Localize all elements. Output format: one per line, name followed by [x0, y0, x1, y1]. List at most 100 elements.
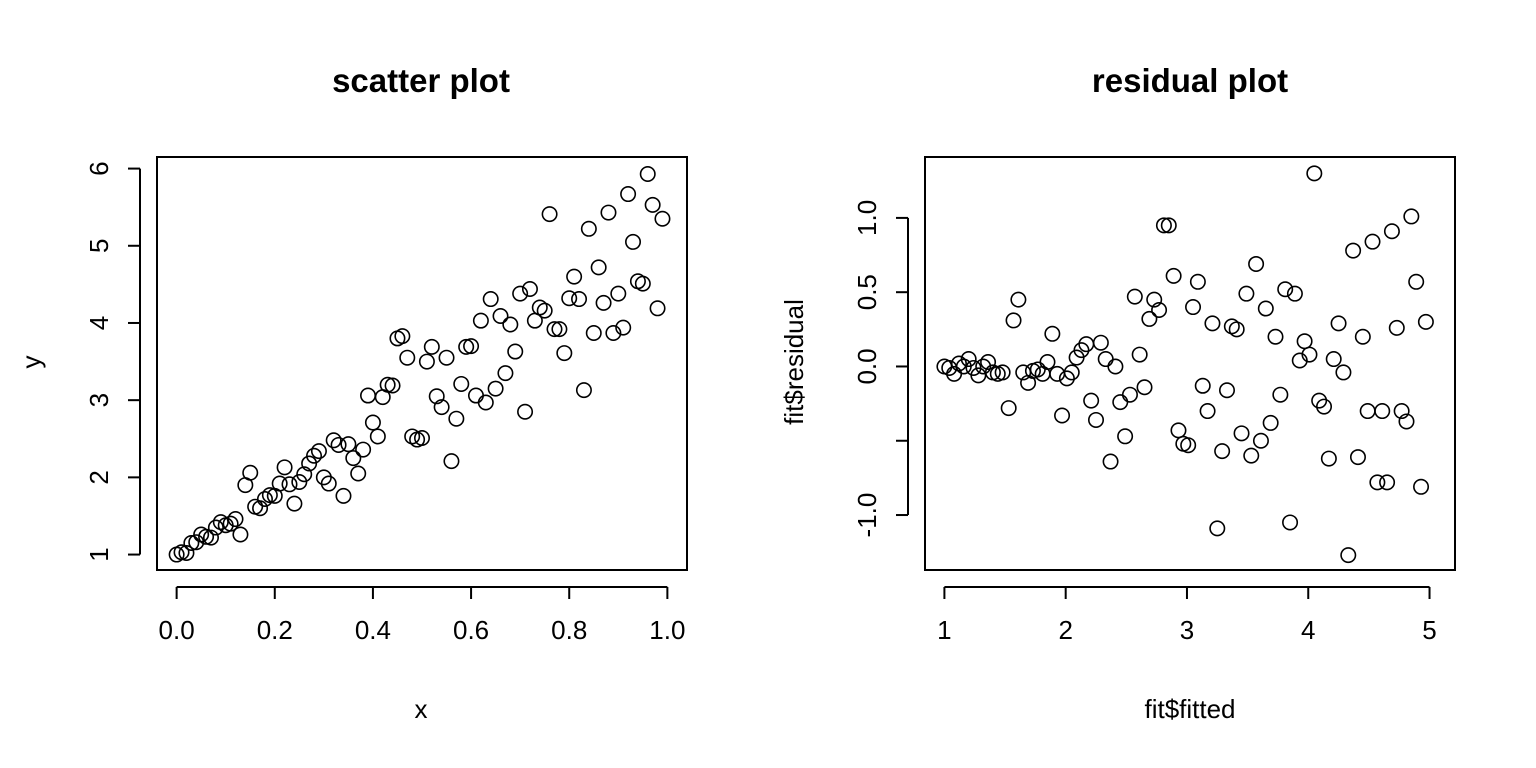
- data-point: [1044, 325, 1061, 342]
- data-point: [1088, 411, 1105, 428]
- data-point: [178, 545, 195, 562]
- y-tick-label: 6: [84, 161, 114, 175]
- data-point: [207, 519, 224, 536]
- x-tick-label: 0.4: [355, 615, 391, 645]
- scatter-plot-panel: scatter plot 0.0 0.2 0.4 0.6 0.8 1.0 1 2 3 4 5 6 x…: [16, 62, 688, 724]
- chart-title: scatter plot: [332, 62, 510, 99]
- data-point: [541, 206, 558, 223]
- data-point: [1408, 273, 1425, 290]
- data-point: [1126, 288, 1143, 305]
- chart-title: residual plot: [1092, 62, 1288, 99]
- data-point: [639, 165, 656, 182]
- y-axis: 1 2 3 4 5 6: [84, 161, 141, 562]
- y-tick-label: 0.5: [852, 274, 882, 310]
- data-point: [281, 476, 298, 493]
- data-point: [458, 338, 475, 355]
- data-point: [433, 399, 450, 416]
- data-point: [428, 388, 445, 405]
- data-point: [595, 294, 612, 311]
- plot-frame: [156, 156, 688, 571]
- data-point: [1189, 273, 1206, 290]
- data-point: [173, 544, 190, 561]
- data-point: [291, 473, 308, 490]
- data-point: [330, 436, 347, 453]
- data-point: [1345, 242, 1362, 259]
- data-point: [301, 455, 318, 472]
- data-point: [1282, 514, 1299, 531]
- data-point: [350, 465, 367, 482]
- data-point: [188, 534, 205, 551]
- data-point: [1141, 310, 1158, 327]
- data-point: [1335, 364, 1352, 381]
- data-point: [355, 441, 372, 458]
- data-point: [360, 387, 377, 404]
- data-point: [1257, 300, 1274, 317]
- data-point: [379, 376, 396, 393]
- data-point: [1058, 370, 1075, 387]
- data-point: [286, 495, 303, 512]
- data-point: [551, 321, 568, 338]
- data-point: [418, 353, 435, 370]
- data-point: [1146, 291, 1163, 308]
- data-point: [512, 285, 529, 302]
- data-point: [384, 377, 401, 394]
- data-point: [1379, 474, 1396, 491]
- y-tick-label: 1: [84, 547, 114, 561]
- data-point: [1320, 450, 1337, 467]
- data-point: [1063, 364, 1080, 381]
- data-point: [600, 204, 617, 221]
- data-point: [1117, 428, 1134, 445]
- data-point: [345, 450, 362, 467]
- x-tick-label: 5: [1422, 615, 1436, 645]
- data-point: [1151, 302, 1168, 319]
- data-point: [1180, 437, 1197, 454]
- data-point: [399, 349, 416, 366]
- data-point: [590, 259, 607, 276]
- x-tick-label: 0.0: [159, 615, 195, 645]
- data-point: [340, 436, 357, 453]
- data-point: [1194, 377, 1211, 394]
- data-point: [1073, 342, 1090, 359]
- y-tick-label: 0.0: [852, 348, 882, 384]
- data-point: [1311, 392, 1328, 409]
- data-point: [502, 316, 519, 333]
- x-tick-label: 4: [1301, 615, 1315, 645]
- data-point: [198, 528, 215, 545]
- data-point: [1121, 386, 1138, 403]
- data-point: [448, 410, 465, 427]
- data-point: [232, 526, 249, 543]
- x-tick-label: 3: [1180, 615, 1194, 645]
- data-point: [1267, 328, 1284, 345]
- data-point: [517, 403, 534, 420]
- data-point: [1325, 351, 1342, 368]
- data-point: [1398, 413, 1415, 430]
- data-point: [1296, 333, 1313, 350]
- data-point: [634, 275, 651, 292]
- x-tick-label: 0.8: [551, 615, 587, 645]
- data-point: [467, 387, 484, 404]
- data-point: [561, 290, 578, 307]
- y-tick-label: 3: [84, 393, 114, 407]
- data-point: [364, 414, 381, 431]
- data-point: [1102, 453, 1119, 470]
- data-point: [1374, 403, 1391, 420]
- data-point: [546, 321, 563, 338]
- data-point: [580, 220, 597, 237]
- data-point: [1286, 285, 1303, 302]
- data-point: [443, 453, 460, 470]
- data-point: [320, 475, 337, 492]
- data-point: [1155, 217, 1172, 234]
- data-point: [310, 443, 327, 460]
- data-point: [1054, 407, 1071, 424]
- data-point: [1413, 478, 1430, 495]
- y-axis-label: fit$residual: [779, 299, 809, 425]
- data-point: [1228, 321, 1245, 338]
- data-point: [1393, 403, 1410, 420]
- data-point: [487, 380, 504, 397]
- data-point: [1238, 285, 1255, 302]
- data-point: [1005, 312, 1022, 329]
- data-point: [1340, 547, 1357, 564]
- data-point: [1112, 394, 1129, 411]
- y-tick-label: -1.0: [852, 493, 882, 538]
- data-point: [1136, 379, 1153, 396]
